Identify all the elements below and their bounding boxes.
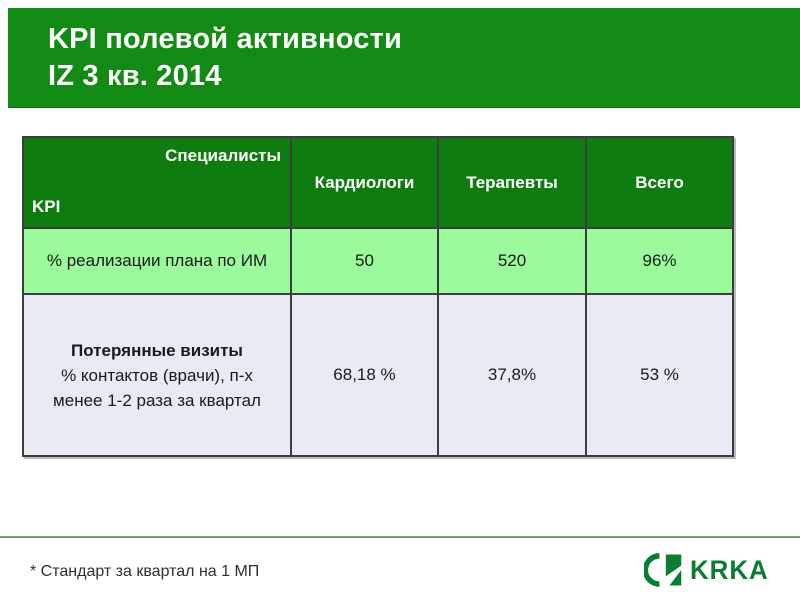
footer-divider-line	[0, 536, 800, 538]
column-header-total: Всего	[585, 136, 734, 229]
row-label: Потерянные визиты % контактов (врачи), п…	[22, 293, 292, 457]
corner-label-kpi: KPI	[32, 197, 61, 216]
footnote: * Стандарт за квартал на 1 МП	[30, 563, 260, 580]
cell-value: 50	[290, 227, 439, 295]
table-corner-cell: Специалисты KPI	[22, 136, 292, 229]
table-row-plan-realization: % реализации плана по ИМ 50 520 96%	[22, 227, 734, 295]
slide-title-line-2: IZ 3 кв. 2014	[48, 60, 222, 92]
table-header-row: Специалисты KPI Кардиологи Терапевты Все…	[22, 136, 734, 229]
title-banner: KPI полевой активности IZ 3 кв. 2014	[8, 8, 800, 108]
krka-k-mark-icon	[644, 553, 682, 587]
corner-label-specialists: Специалисты	[165, 146, 281, 165]
slide-title-line-1: KPI полевой активности	[48, 23, 403, 55]
krka-wordmark: KRKA	[690, 554, 769, 585]
row-label-title: Потерянные визиты	[71, 340, 243, 360]
column-header-therapists: Терапевты	[437, 136, 587, 229]
cell-value: 96%	[585, 227, 734, 295]
column-header-cardiologists: Кардиологи	[290, 136, 439, 229]
cell-value: 37,8%	[437, 293, 587, 457]
cell-value: 520	[437, 227, 587, 295]
cell-value: 68,18 %	[290, 293, 439, 457]
row-label: % реализации плана по ИМ	[22, 227, 292, 295]
kpi-table: Специалисты KPI Кардиологи Терапевты Все…	[22, 136, 734, 457]
row-label-detail-line-1: % контактов (врачи), п-х	[61, 365, 253, 385]
row-label-detail-line-2: менее 1-2 раза за квартал	[53, 390, 261, 410]
table-row-lost-visits: Потерянные визиты % контактов (врачи), п…	[22, 293, 734, 457]
krka-logo: KRKA	[644, 550, 772, 590]
cell-value: 53 %	[585, 293, 734, 457]
